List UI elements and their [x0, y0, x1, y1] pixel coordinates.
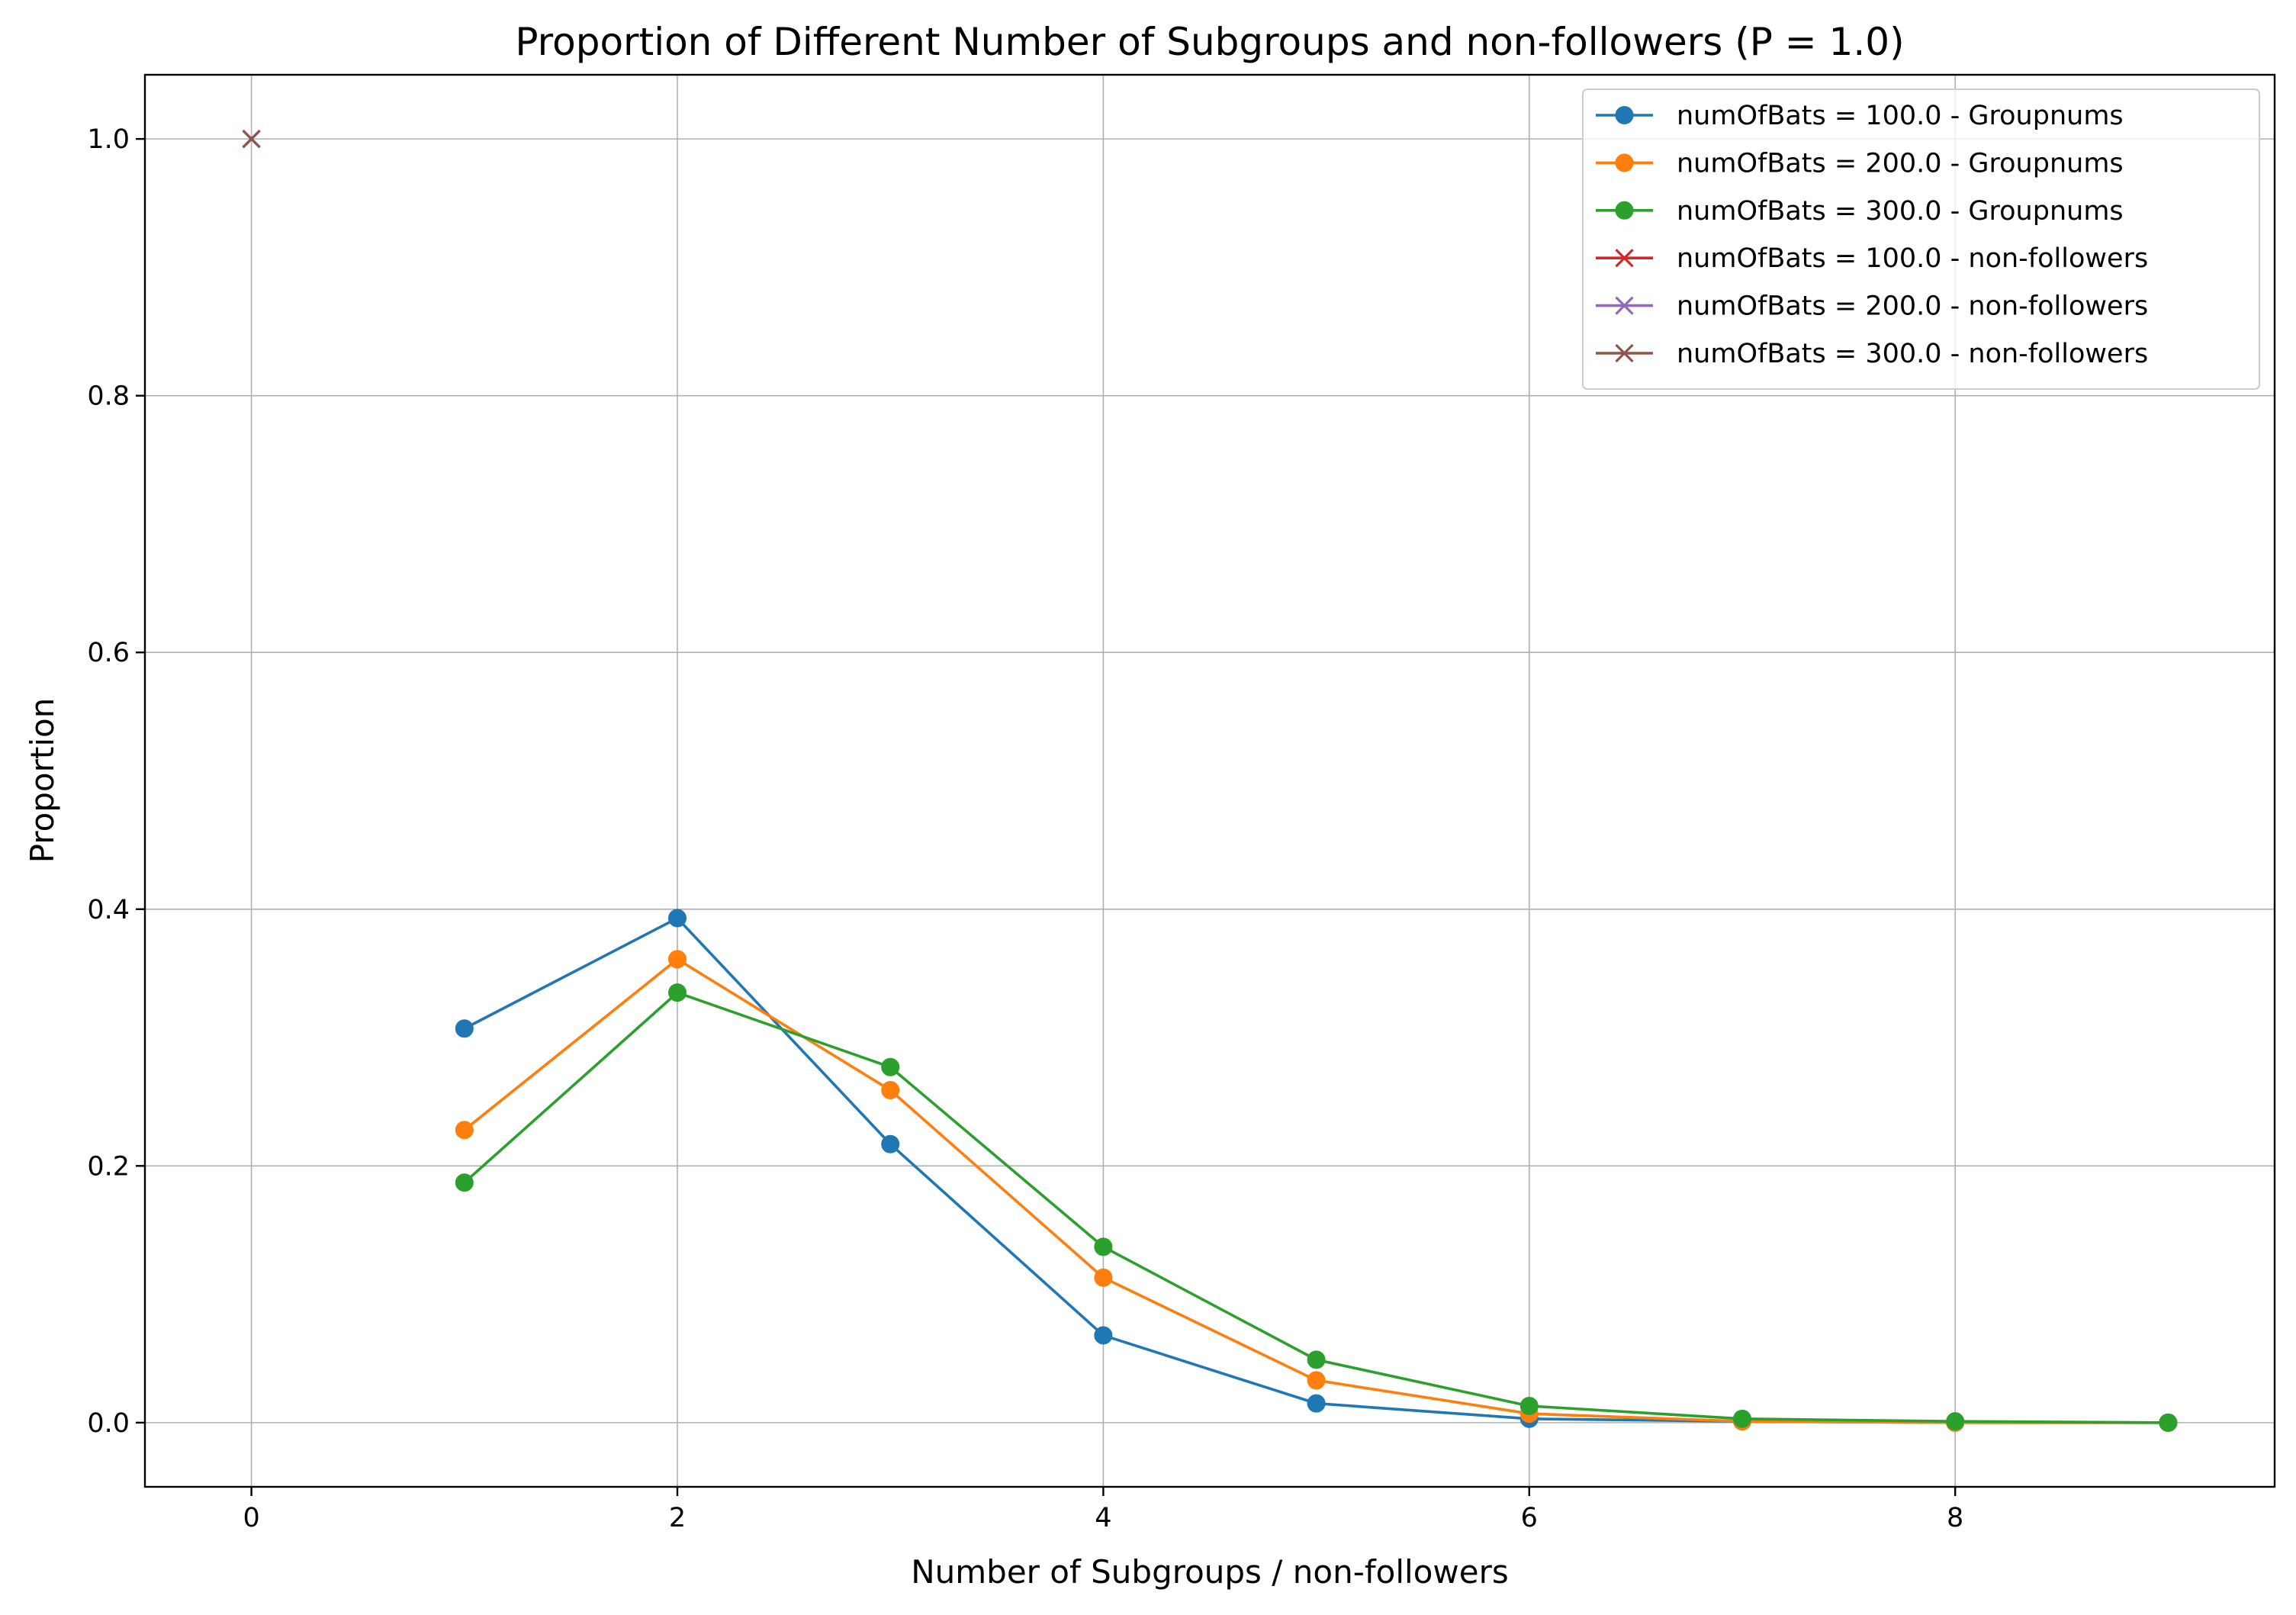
- data-point: [455, 1019, 474, 1038]
- data-point: [881, 1081, 900, 1100]
- legend-entry: numOfBats = 200.0 - Groupnums: [1596, 148, 2124, 179]
- legend-marker-stroke-b: [1615, 343, 1634, 363]
- legend-entry: numOfBats = 300.0 - Groupnums: [1596, 196, 2124, 227]
- y-tick-label: 0.4: [87, 895, 130, 925]
- x-tick-label: 6: [1521, 1503, 1538, 1533]
- legend-marker-stroke-b: [1615, 249, 1634, 268]
- legend-entry: numOfBats = 300.0 - non-followers: [1596, 339, 2148, 369]
- data-point: [881, 1057, 900, 1076]
- legend-marker: [1615, 249, 1634, 268]
- data-point: [1094, 1268, 1113, 1287]
- data-point: [1307, 1394, 1326, 1413]
- legend-marker: [1615, 153, 1634, 172]
- data-point: [455, 1173, 474, 1192]
- data-point: [455, 1121, 474, 1140]
- legend-marker: [1615, 343, 1634, 363]
- y-tick-label: 0.8: [87, 381, 130, 412]
- data-point: [1519, 1396, 1539, 1415]
- legend-marker: [1615, 201, 1634, 220]
- y-tick-label: 0.0: [87, 1408, 130, 1439]
- y-tick-label: 1.0: [87, 124, 130, 155]
- y-tick-label: 0.6: [87, 638, 130, 668]
- data-point: [1946, 1412, 1965, 1431]
- data-point: [1094, 1237, 1113, 1256]
- legend-label: numOfBats = 200.0 - Groupnums: [1677, 148, 2124, 179]
- plot-area-frame: [143, 73, 2276, 1488]
- x-tick-label: 8: [1947, 1503, 1963, 1533]
- series-5: [242, 130, 261, 149]
- grid-layer: [145, 75, 2275, 1487]
- series-2: [455, 983, 2178, 1432]
- data-point: [1307, 1350, 1326, 1369]
- y-axis-label: Proportion: [24, 698, 61, 864]
- legend-entry: numOfBats = 100.0 - non-followers: [1596, 243, 2148, 274]
- data-point: [668, 950, 687, 969]
- series-layer: [242, 130, 2178, 1432]
- chart-title: Proportion of Different Number of Subgro…: [515, 20, 1904, 64]
- legend-entry: numOfBats = 100.0 - Groupnums: [1596, 101, 2124, 131]
- series-line: [463, 916, 2169, 1424]
- x-tick-label: 4: [1095, 1503, 1111, 1533]
- data-point: [1307, 1371, 1326, 1390]
- data-point: [2159, 1413, 2178, 1432]
- legend-marker: [1615, 296, 1634, 315]
- data-point: [1094, 1326, 1113, 1345]
- x-tick-label: 0: [243, 1503, 259, 1533]
- data-point: [668, 983, 687, 1002]
- x-axis-label: Number of Subgroups / non-followers: [911, 1553, 1509, 1591]
- data-point: [242, 130, 261, 149]
- tick-layer: 0 2 4 6 8 0.0 0.2 0.4 0.6 0.8 1.0: [87, 124, 1963, 1533]
- data-point: [668, 909, 687, 928]
- legend-label: numOfBats = 200.0 - non-followers: [1677, 291, 2148, 322]
- x-tick-label: 2: [669, 1503, 686, 1533]
- legend-label: numOfBats = 300.0 - non-followers: [1677, 339, 2148, 369]
- data-point-stroke-b: [242, 130, 261, 149]
- legend-entry: numOfBats = 200.0 - non-followers: [1596, 291, 2148, 322]
- legend-marker: [1615, 106, 1634, 124]
- legend-label: numOfBats = 300.0 - Groupnums: [1677, 196, 2124, 227]
- data-point: [1733, 1409, 1751, 1428]
- y-tick-label: 0.2: [87, 1151, 130, 1182]
- legend-label: numOfBats = 100.0 - non-followers: [1677, 243, 2148, 274]
- legend-label: numOfBats = 100.0 - Groupnums: [1677, 101, 2124, 131]
- legend-marker-stroke-b: [1615, 296, 1634, 315]
- legend: numOfBats = 100.0 - Groupnums numOfBats =…: [1582, 88, 2260, 390]
- data-point: [881, 1134, 900, 1153]
- legend-box: [1582, 88, 2260, 390]
